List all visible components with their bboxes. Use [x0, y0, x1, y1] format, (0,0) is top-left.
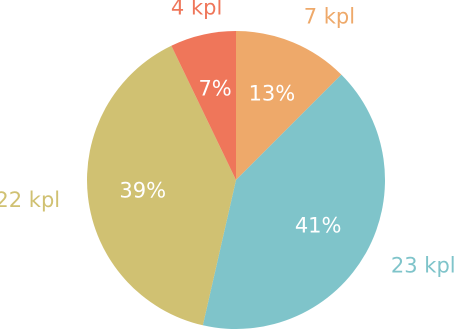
- slice-percent-label: 13%: [249, 81, 296, 105]
- slice-percent-label: 39%: [119, 179, 166, 203]
- slice-category-label: 23 kpl: [391, 254, 456, 278]
- slice-category-label: 22 kpl: [0, 188, 60, 212]
- pie-slice: [236, 31, 342, 180]
- slice-category-label: 4 kpl: [171, 0, 222, 19]
- slice-category-label: 7 kpl: [304, 4, 355, 28]
- slice-percent-label: 41%: [295, 213, 342, 237]
- pie-slice: [202, 74, 385, 329]
- pie-slice: [171, 31, 236, 180]
- slice-percent-label: 7%: [198, 76, 231, 100]
- pie-slice: [87, 45, 237, 326]
